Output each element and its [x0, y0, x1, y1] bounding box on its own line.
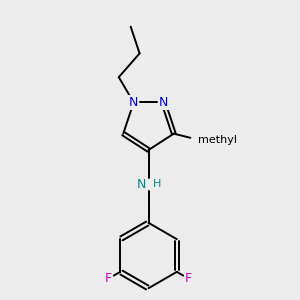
Text: F: F [185, 272, 192, 285]
Text: F: F [105, 272, 112, 285]
Text: H: H [153, 179, 161, 189]
Text: N: N [137, 178, 146, 191]
Text: N: N [129, 96, 138, 109]
Text: methyl: methyl [198, 135, 237, 145]
Text: N: N [159, 96, 168, 109]
